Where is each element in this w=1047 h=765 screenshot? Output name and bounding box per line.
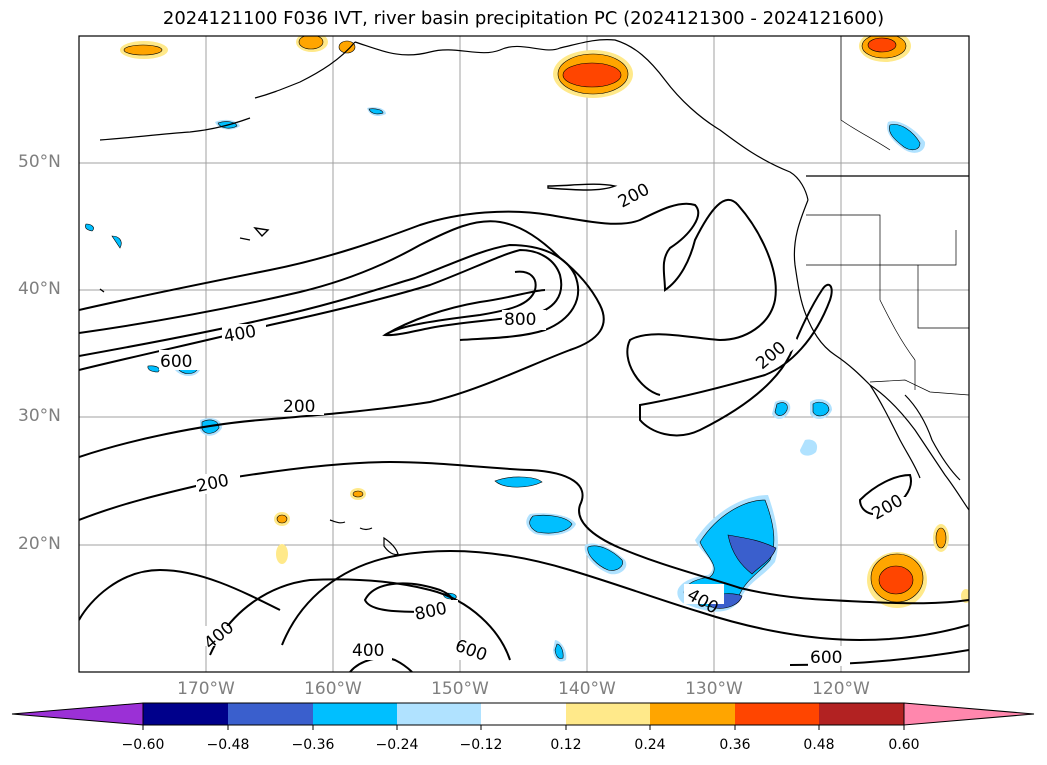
precip-pc-fills [85,36,969,662]
colorbar-tick-label: −0.12 [459,737,503,753]
alaska-coast [354,39,809,201]
mexico-border [869,379,969,396]
colorbar-bin [313,703,397,725]
precip-positive-small-cells [274,488,969,603]
lat-label: 30°N [18,406,61,426]
precip-negative-subtropical-main [677,495,778,612]
colorbar-tick-label: 0.60 [888,737,920,753]
coastlines [99,36,969,556]
ivt-label: 600 [810,648,842,668]
ivt-label: 600 [160,352,192,372]
ivt-contour-400-upper [79,248,563,371]
lat-label: 40°N [18,279,61,299]
us-state-borders [806,214,969,390]
colorbar-tick-label: 0.36 [719,737,751,753]
colorbar-tick-label: 0.24 [634,737,666,753]
precip-positive-alaska-gulf [553,50,633,98]
colorbar-bin [481,703,566,725]
ivt-label: 200 [283,397,315,417]
colorbar-bin [650,703,735,725]
ivt-label: 800 [504,310,536,330]
colorbar-bin [228,703,313,725]
ivt-contour-200-main [79,220,605,458]
baja-california [869,384,921,479]
gulf-of-california [904,394,961,481]
lon-label: 150°W [431,679,489,699]
lon-label: 160°W [304,679,362,699]
aleutian-chain [99,117,251,141]
ivt-contour-400-bottom [349,657,413,672]
colorbar-extend-high [903,702,1035,726]
ivt-contour-800 [384,289,546,336]
ivt-contour-200-ca [639,283,833,437]
lon-label: 170°W [177,679,235,699]
colorbar-bin [566,703,650,725]
precip-positive-mexico [867,552,927,608]
ivt-contour-400-south [79,549,969,646]
colorbar-tick-label: −0.24 [375,737,419,753]
small-islands [99,183,618,293]
hawaii-islands [329,519,399,556]
colorbar-bin [735,703,819,725]
gridlines [79,36,969,672]
precip-negative-subtropical-west [494,476,627,575]
precip-negative-california-offshore [772,399,832,456]
colorbar [11,702,1035,730]
colorbar-extend-low [11,702,144,726]
canada-province-border [840,36,891,151]
na-west-coast [793,199,969,511]
precip-positive-canada [859,36,911,62]
map-frame [78,35,970,673]
lat-label: 50°N [18,152,61,172]
ivt-contour-200-south [79,460,969,605]
precip-positive-aleutians [120,36,356,59]
ivt-contour-200-mexico [858,473,912,516]
colorbar-tick-label: −0.36 [291,737,335,753]
map-title: 2024121100 F036 IVT, river basin precipi… [162,8,885,29]
lon-label: 130°W [685,679,743,699]
lat-label: 20°N [18,534,61,554]
colorbar-tick-label: 0.12 [550,737,582,753]
lon-label: 120°W [812,679,870,699]
colorbar-tick-label: −0.48 [206,737,250,753]
colorbar-tick-label: 0.48 [803,737,835,753]
ivt-label: 400 [352,641,384,661]
colorbar-bin [819,703,904,725]
map-background [79,36,969,672]
lon-label: 140°W [558,679,616,699]
ivt-contour-200-nw [79,198,777,396]
colorbar-bin [143,703,228,725]
colorbar-bin [397,703,481,725]
colorbar-tick-label: −0.60 [121,737,165,753]
alaska-peninsula [254,41,356,99]
